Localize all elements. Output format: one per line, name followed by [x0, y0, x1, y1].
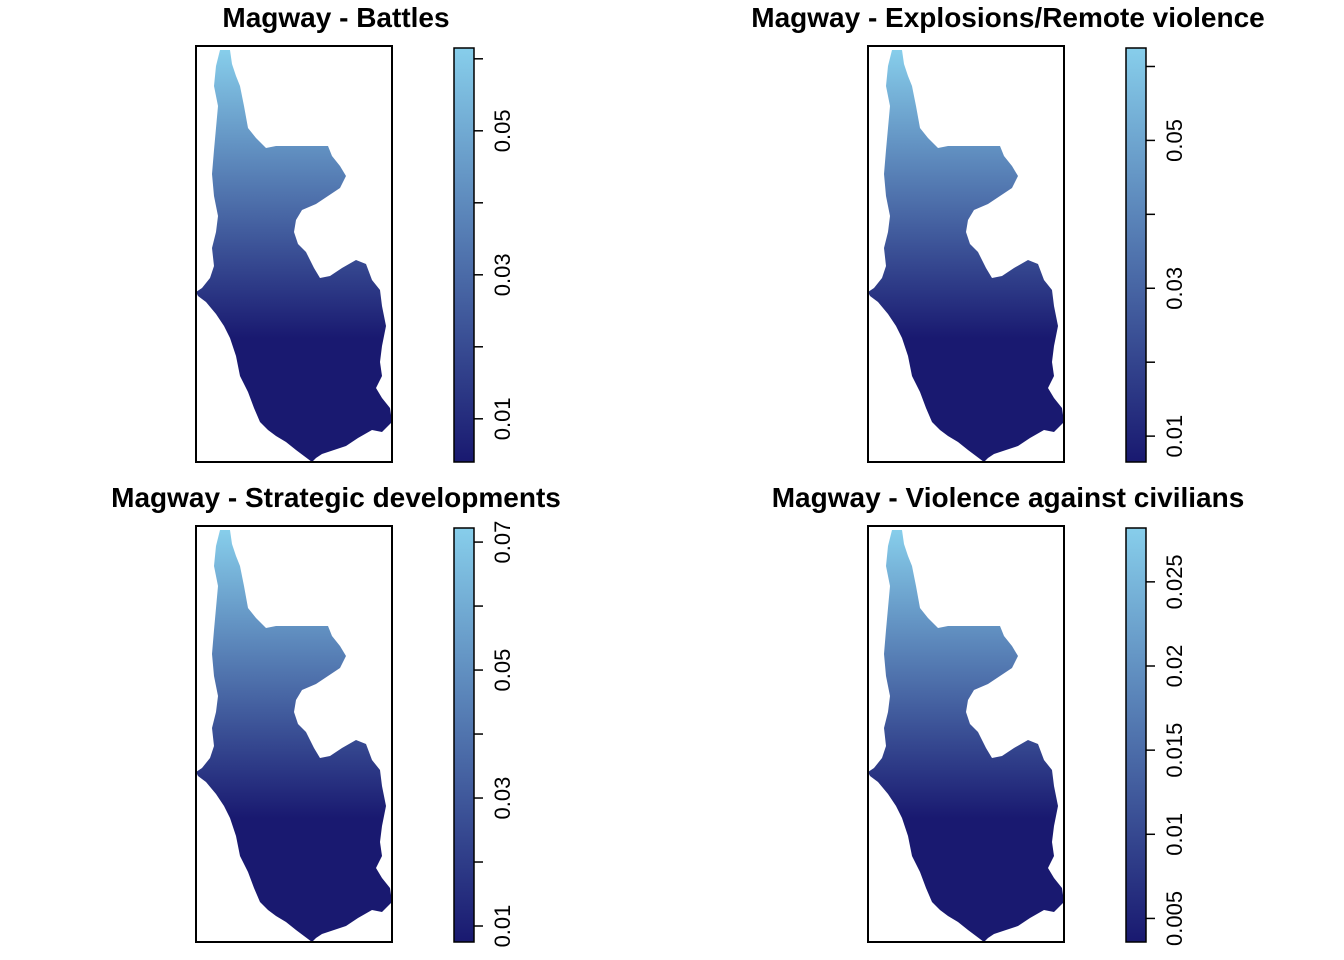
colorbar — [453, 527, 475, 943]
colorbar-tick-label: 0.01 — [1162, 415, 1187, 458]
colorbar-tick-label: 0.005 — [1162, 891, 1187, 946]
colorbar-tick-label: 0.03 — [490, 253, 515, 296]
map-frame — [867, 525, 1065, 943]
colorbar-tick-label: 0.015 — [1162, 723, 1187, 778]
panel-explosions-remote-violence: Magway - Explosions/Remote violence 0.01… — [672, 0, 1344, 480]
map-plot: 0.01 0.03 0.05 — [867, 45, 1187, 463]
region-shape — [196, 530, 392, 942]
colorbar-tick-label: 0.05 — [490, 649, 515, 692]
colorbar-tick-label: 0.03 — [1162, 267, 1187, 310]
panel-title: Magway - Battles — [222, 2, 450, 33]
panel-battles: Magway - Battles 0.01 0.03 0.05 — [0, 0, 672, 480]
colorbar-tick-label: 0.01 — [490, 905, 515, 948]
panel-violence-against-civilians: Magway - Violence against civilians 0.00… — [672, 480, 1344, 960]
map-frame — [867, 45, 1065, 463]
colorbar-tick-label: 0.05 — [1162, 119, 1187, 162]
map-plot: 0.01 0.03 0.05 0.07 — [195, 521, 515, 948]
panel-strategic-developments: Magway - Strategic developments 0.01 0.03… — [0, 480, 672, 960]
region-shape — [196, 50, 392, 462]
colorbar-tick-label: 0.07 — [490, 521, 515, 564]
map-frame — [195, 45, 393, 463]
map-plot: 0.005 0.01 0.015 0.02 0.025 — [867, 525, 1187, 946]
colorbar — [1125, 527, 1147, 943]
panel-title: Magway - Strategic developments — [111, 482, 561, 513]
colorbar-tick-label: 0.025 — [1162, 554, 1187, 609]
colorbar-tick-label: 0.01 — [490, 397, 515, 440]
colorbar-tick-label: 0.03 — [490, 777, 515, 820]
region-shape — [868, 50, 1064, 462]
map-frame — [195, 525, 393, 943]
colorbar-tick-label: 0.01 — [1162, 813, 1187, 856]
panel-title: Magway - Violence against civilians — [771, 482, 1245, 513]
colorbar — [453, 47, 475, 463]
colorbar-tick-label: 0.05 — [490, 109, 515, 152]
panel-title: Magway - Explosions/Remote violence — [751, 2, 1265, 33]
region-shape — [868, 530, 1064, 942]
colorbar — [1125, 47, 1147, 463]
map-plot: 0.01 0.03 0.05 — [195, 45, 515, 463]
colorbar-tick-label: 0.02 — [1162, 645, 1187, 688]
